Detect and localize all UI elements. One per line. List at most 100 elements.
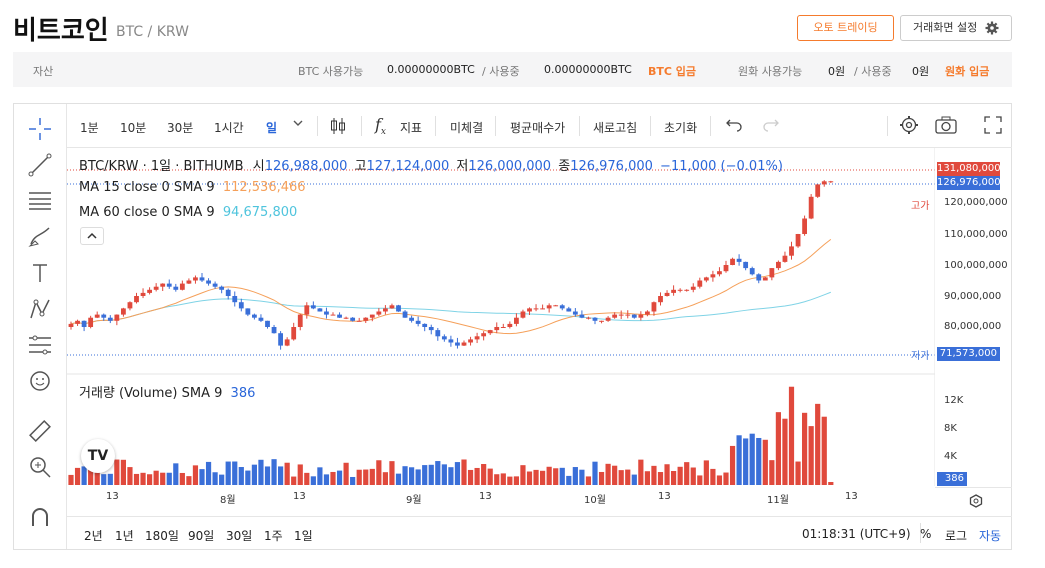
volume-bar <box>540 470 546 485</box>
auto-toggle[interactable]: 자동 <box>979 529 1002 543</box>
volume-bar <box>350 476 356 485</box>
hexagon-settings-icon[interactable] <box>969 494 983 508</box>
volume-bar <box>369 468 375 485</box>
volume-bar <box>684 462 690 485</box>
crosshair-tool-icon[interactable] <box>27 116 53 142</box>
chevron-up-icon <box>87 232 97 239</box>
candle <box>304 305 310 315</box>
range-2y[interactable]: 2년 <box>84 529 103 543</box>
time-tick: 13 <box>106 491 119 502</box>
tradingview-logo[interactable]: TV <box>81 439 115 473</box>
fullscreen-icon[interactable] <box>984 116 1002 137</box>
volume-bar <box>199 469 205 485</box>
volume-bar <box>710 468 716 485</box>
fib-tool-icon[interactable] <box>27 188 53 214</box>
screen-settings-button[interactable]: 거래화면 설정 <box>900 15 1012 41</box>
brush-tool-icon[interactable] <box>27 224 53 250</box>
interval-1d[interactable]: 일 <box>266 121 278 135</box>
range-1y[interactable]: 1년 <box>115 529 134 543</box>
pair-subtitle: BTC / KRW <box>116 24 189 40</box>
candle <box>605 317 611 321</box>
candle-type-icon[interactable] <box>329 116 347 139</box>
fx-icon[interactable]: fx <box>375 115 386 138</box>
unfilled-orders-button[interactable]: 미체결 <box>450 121 484 135</box>
candle <box>75 320 80 324</box>
volume-bar <box>651 465 657 485</box>
refresh-button[interactable]: 새로고침 <box>593 121 638 135</box>
volume-bar <box>271 459 277 485</box>
volume-bar <box>120 459 126 485</box>
trend-line-tool-icon[interactable] <box>27 152 53 178</box>
candle <box>684 289 690 291</box>
interval-30m[interactable]: 30분 <box>167 121 194 135</box>
ma60-label: MA 60 close 0 SMA 9 <box>79 205 215 220</box>
volume-bar <box>395 473 402 485</box>
price-tick-120m: 120,000,000 <box>944 197 1008 208</box>
candle <box>317 308 323 312</box>
magnet-tool-icon[interactable] <box>27 504 53 530</box>
candle <box>173 286 179 290</box>
candle <box>749 268 755 275</box>
chart-settings-icon[interactable] <box>899 115 919 138</box>
interval-1h[interactable]: 1시간 <box>214 121 244 135</box>
candle <box>756 274 762 281</box>
candle <box>815 184 821 197</box>
volume-bar <box>441 464 447 485</box>
candle <box>265 320 270 327</box>
candle <box>730 258 735 265</box>
volume-bar <box>815 403 821 485</box>
candle <box>631 314 637 318</box>
chevron-down-icon[interactable] <box>292 117 304 132</box>
open-value: 126,988,000 <box>264 159 348 174</box>
chart-toolbar: 1분 10분 30분 1시간 일 fx 지표 미체결 평균매수가 새로고침 초기… <box>67 104 1012 148</box>
interval-10m[interactable]: 10분 <box>120 121 147 135</box>
volume-current-label: 386 <box>937 472 967 486</box>
volume-bar <box>435 461 441 485</box>
volume-bar <box>572 467 578 485</box>
redo-icon[interactable] <box>762 116 780 135</box>
collapse-legend-button[interactable] <box>80 227 104 245</box>
prediction-tool-icon[interactable] <box>27 332 53 358</box>
text-tool-icon[interactable] <box>27 260 53 286</box>
volume-bar <box>81 466 87 485</box>
range-30d[interactable]: 30일 <box>226 529 253 543</box>
auto-trade-button[interactable]: 오토 트레이딩 <box>797 15 894 41</box>
krw-deposit-link[interactable]: 원화 입금 <box>945 65 990 78</box>
candle <box>690 286 696 290</box>
ruler-tool-icon[interactable] <box>27 418 53 444</box>
open-label: 시 <box>252 159 265 174</box>
range-90d[interactable]: 90일 <box>188 529 215 543</box>
volume-bar <box>422 465 428 485</box>
interval-1m[interactable]: 1분 <box>80 121 99 135</box>
candle <box>147 289 152 293</box>
toolbar-divider <box>650 116 651 136</box>
volume-tick-4k: 4K <box>944 451 957 462</box>
zoom-in-tool-icon[interactable] <box>27 454 53 480</box>
emoji-tool-icon[interactable] <box>27 368 53 394</box>
range-180d[interactable]: 180일 <box>145 529 179 543</box>
log-toggle[interactable]: 로그 <box>945 529 968 543</box>
percent-toggle[interactable]: % <box>920 527 932 541</box>
pattern-tool-icon[interactable] <box>27 296 53 322</box>
volume-bar <box>225 461 231 485</box>
volume-bar <box>114 459 120 485</box>
range-1d[interactable]: 1일 <box>294 529 313 543</box>
undo-icon[interactable] <box>725 116 743 135</box>
volume-bar <box>101 474 107 485</box>
volume-tick-8k: 8K <box>944 423 957 434</box>
candle <box>402 311 408 318</box>
volume-bar <box>153 470 159 485</box>
candle <box>599 320 604 322</box>
avg-buy-price-button[interactable]: 평균매수가 <box>510 121 566 135</box>
volume-bar <box>278 466 284 485</box>
price-chart[interactable] <box>67 148 935 486</box>
range-1w[interactable]: 1주 <box>264 529 283 543</box>
btc-deposit-link[interactable]: BTC 입금 <box>648 65 697 78</box>
candle <box>802 218 807 234</box>
candle <box>546 305 552 309</box>
reset-button[interactable]: 초기화 <box>664 121 698 135</box>
camera-icon[interactable] <box>935 116 957 137</box>
clock: 01:18:31 (UTC+9) <box>802 527 911 541</box>
indicators-button[interactable]: 지표 <box>400 121 423 135</box>
candle <box>592 317 598 321</box>
